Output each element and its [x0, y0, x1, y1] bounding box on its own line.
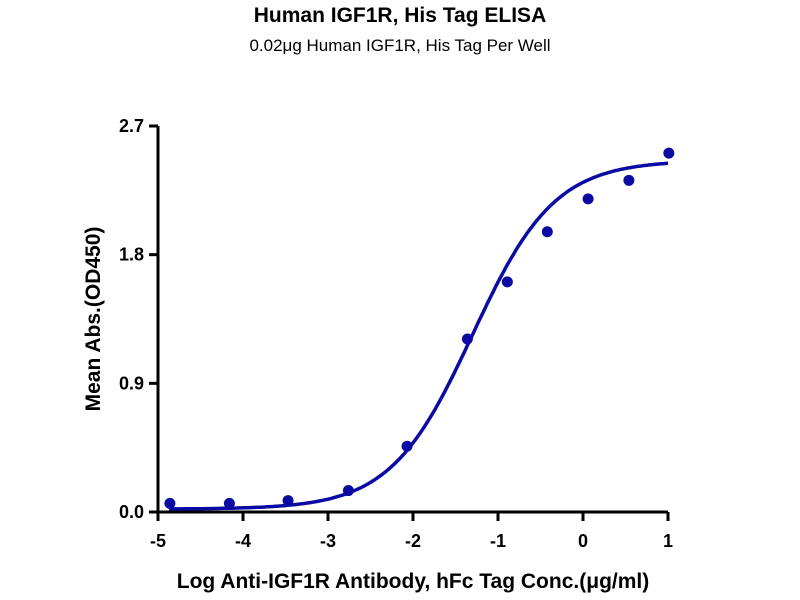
x-tick-label: 1 [663, 531, 673, 551]
x-tick-label: -2 [405, 531, 421, 551]
data-point [342, 485, 354, 497]
data-point [282, 495, 294, 507]
data-points [164, 147, 675, 509]
y-tick-label: 0.9 [119, 373, 144, 393]
fit-curve [169, 161, 669, 511]
x-tick-label: -5 [150, 531, 166, 551]
data-point [501, 276, 513, 288]
data-point [164, 497, 176, 509]
y-tick-label: 2.7 [119, 116, 144, 136]
data-point [223, 497, 235, 509]
chart-title: Human IGF1R, His Tag ELISA [253, 4, 547, 27]
y-tick-label: 1.8 [119, 245, 144, 265]
data-point [582, 193, 594, 205]
data-point [663, 147, 675, 159]
chart-subtitle: 0.02μg Human IGF1R, His Tag Per Well [249, 36, 551, 55]
x-tick-label: -1 [490, 531, 506, 551]
data-point [541, 226, 553, 238]
axes [149, 124, 670, 521]
x-tick-label: 0 [578, 531, 588, 551]
data-point [461, 333, 473, 345]
tick-labels: -5 -4 -3 -2 -1 0 1 0.0 0.9 1.8 2.7 [119, 116, 673, 551]
data-point [623, 174, 635, 186]
y-tick-label: 0.0 [119, 502, 144, 522]
x-axis-label: Log Anti-IGF1R Antibody, hFc Tag Conc.(μ… [177, 570, 649, 593]
data-point [401, 440, 413, 452]
x-tick-label: -3 [320, 531, 336, 551]
y-axis-label: Mean Abs.(OD450) [82, 227, 105, 412]
x-tick-label: -4 [235, 531, 251, 551]
